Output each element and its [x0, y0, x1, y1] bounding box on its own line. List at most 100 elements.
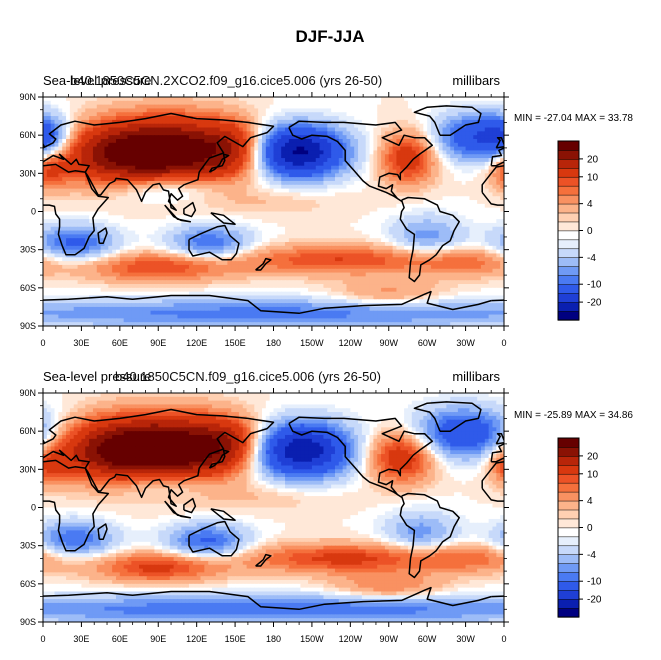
- heatmap-cell: [461, 200, 467, 205]
- heatmap-cell: [142, 100, 148, 106]
- heatmap-cell: [477, 127, 482, 132]
- heatmap-cell: [446, 184, 451, 190]
- heatmap-cell: [46, 154, 52, 159]
- heatmap-cell: [365, 222, 371, 228]
- heatmap-cell: [404, 169, 409, 174]
- heatmap-cell: [188, 242, 194, 247]
- heatmap-cell: [242, 184, 248, 190]
- heatmap-cell: [119, 169, 125, 174]
- heatmap-cell: [185, 226, 190, 232]
- heatmap-cell: [69, 123, 75, 129]
- heatmap-cell: [334, 142, 340, 148]
- heatmap-cell: [181, 215, 186, 220]
- heatmap-cell: [135, 123, 140, 129]
- heatmap-cell: [181, 188, 186, 194]
- heatmap-cell: [139, 215, 144, 220]
- heatmap-cell: [358, 100, 363, 106]
- heatmap-cell: [300, 100, 305, 106]
- heatmap-cell: [354, 100, 359, 106]
- heatmap-cell: [311, 188, 317, 194]
- heatmap-cell: [258, 180, 263, 186]
- heatmap-cell: [235, 108, 240, 113]
- heatmap-cell: [188, 249, 194, 255]
- heatmap-cell: [242, 161, 248, 167]
- heatmap-cell: [204, 196, 209, 201]
- heatmap-cell: [377, 127, 382, 132]
- heatmap-cell: [292, 230, 298, 235]
- heatmap-cell: [377, 226, 382, 232]
- heatmap-cell: [388, 207, 394, 213]
- heatmap-cell: [461, 173, 467, 178]
- heatmap-cell: [158, 142, 163, 148]
- heatmap-cell: [73, 203, 79, 209]
- heatmap-cell: [66, 177, 71, 182]
- heatmap-cell: [304, 192, 309, 197]
- heatmap-cell: [261, 104, 267, 110]
- heatmap-cell: [454, 173, 459, 178]
- heatmap-cell: [342, 142, 348, 148]
- heatmap-cell: [296, 230, 301, 235]
- heatmap-cell: [384, 116, 390, 121]
- heatmap-cell: [177, 219, 182, 224]
- heatmap-cell: [235, 242, 240, 247]
- heatmap-cell: [146, 238, 152, 243]
- heatmap-cell: [296, 138, 301, 144]
- heatmap-cell: [146, 104, 152, 110]
- heatmap-cell: [43, 253, 48, 258]
- heatmap-cell: [231, 116, 236, 121]
- heatmap-cell: [373, 116, 378, 121]
- heatmap-cell: [200, 245, 205, 251]
- heatmap-cell: [457, 161, 463, 167]
- heatmap-cell: [461, 211, 467, 216]
- heatmap-cell: [434, 242, 440, 247]
- heatmap-cell: [346, 165, 351, 171]
- heatmap-cell: [454, 196, 459, 201]
- heatmap-cell: [62, 173, 67, 178]
- heatmap-cell: [69, 249, 75, 255]
- heatmap-cell: [496, 207, 501, 213]
- heatmap-cell: [212, 169, 217, 174]
- heatmap-cell: [346, 180, 351, 186]
- heatmap-cell: [139, 207, 144, 213]
- heatmap-cell: [327, 165, 332, 171]
- heatmap-cell: [473, 138, 478, 144]
- heatmap-cell: [400, 119, 405, 125]
- heatmap-cell: [323, 104, 328, 110]
- heatmap-cell: [92, 215, 98, 220]
- heatmap-cell: [181, 112, 186, 117]
- heatmap-cell: [69, 165, 75, 171]
- heatmap-cell: [200, 249, 205, 255]
- heatmap-cell: [465, 234, 471, 239]
- heatmap-cell: [273, 234, 278, 239]
- heatmap-cell: [334, 127, 340, 132]
- heatmap-cell: [254, 184, 259, 190]
- heatmap-cell: [477, 249, 482, 255]
- heatmap-cell: [407, 219, 413, 224]
- heatmap-cell: [415, 165, 421, 171]
- heatmap-cell: [204, 108, 209, 113]
- heatmap-cell: [127, 234, 132, 239]
- heatmap-cell: [315, 253, 321, 258]
- heatmap-cell: [265, 116, 271, 121]
- heatmap-cell: [477, 108, 482, 113]
- heatmap-cell: [227, 123, 232, 129]
- heatmap-cell: [231, 104, 236, 110]
- heatmap-cell: [500, 116, 504, 121]
- heatmap-cell: [43, 116, 48, 121]
- heatmap-cell: [346, 249, 351, 255]
- heatmap-cell: [119, 154, 125, 159]
- heatmap-cell: [361, 238, 367, 243]
- heatmap-cell: [404, 184, 409, 190]
- heatmap-cell: [235, 100, 240, 106]
- heatmap-cell: [457, 116, 463, 121]
- heatmap-cell: [246, 154, 252, 159]
- heatmap-cell: [354, 169, 359, 174]
- heatmap-cell: [500, 104, 504, 110]
- heatmap-cell: [465, 135, 471, 140]
- heatmap-cell: [150, 165, 156, 171]
- heatmap-cell: [331, 184, 336, 190]
- heatmap-cell: [89, 219, 94, 224]
- heatmap-cell: [308, 215, 313, 220]
- heatmap-cell: [396, 161, 401, 167]
- heatmap-cell: [115, 158, 121, 163]
